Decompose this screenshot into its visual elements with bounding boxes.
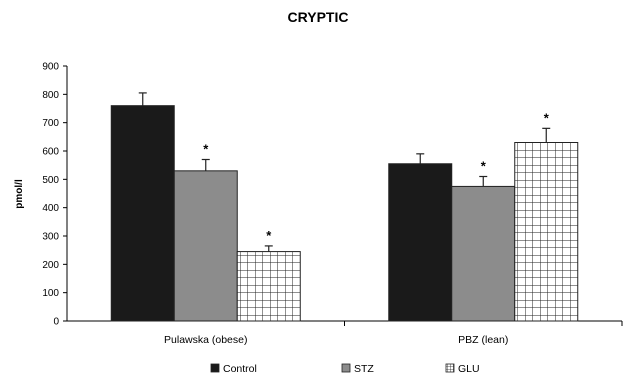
y-tick-label: 0 bbox=[53, 317, 59, 328]
bar-glu-2 bbox=[514, 142, 579, 322]
legend-swatch-control bbox=[210, 363, 220, 373]
plot-area: 0 100 200 300 400 500 600 700 800 900 * * Pulawska (… bbox=[42, 62, 623, 346]
significance-mark: * bbox=[544, 110, 550, 125]
legend: Control STZ GLU bbox=[210, 363, 480, 375]
y-tick-label: 300 bbox=[42, 232, 59, 243]
significance-mark: * bbox=[266, 228, 272, 243]
significance-mark: * bbox=[203, 142, 209, 157]
bar-control-2 bbox=[388, 163, 453, 322]
y-tick-label: 700 bbox=[42, 118, 59, 129]
y-tick-label: 800 bbox=[42, 90, 59, 101]
legend-label-control: Control bbox=[223, 363, 257, 375]
y-tick-label: 400 bbox=[42, 203, 59, 214]
x-category-label: PBZ (lean) bbox=[458, 334, 508, 346]
bar-stz-2 bbox=[451, 185, 516, 322]
y-axis-label: pmol/l bbox=[14, 179, 25, 209]
bar-stz-1 bbox=[173, 170, 238, 322]
y-tick-label: 500 bbox=[42, 175, 59, 186]
significance-mark: * bbox=[481, 159, 487, 174]
x-category-label: Pulawska (obese) bbox=[164, 334, 247, 346]
legend-label-stz: STZ bbox=[354, 363, 374, 375]
legend-label-glu: GLU bbox=[458, 363, 480, 375]
y-tick-label: 100 bbox=[42, 288, 59, 299]
y-tick-label: 200 bbox=[42, 260, 59, 271]
bar-control-1 bbox=[110, 105, 175, 322]
y-tick-label: 900 bbox=[42, 62, 59, 73]
legend-swatch-glu bbox=[445, 363, 455, 373]
y-tick-label: 600 bbox=[42, 147, 59, 158]
bar-glu-1 bbox=[236, 251, 301, 322]
legend-swatch-stz bbox=[341, 363, 351, 373]
chart-title: CRYPTIC bbox=[288, 9, 349, 25]
